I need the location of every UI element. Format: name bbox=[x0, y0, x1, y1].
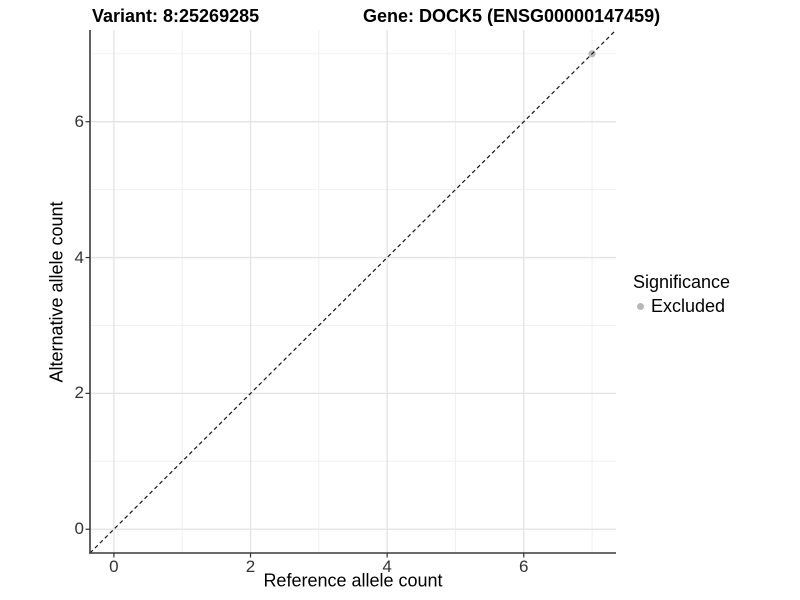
x-tick-label: 2 bbox=[245, 557, 256, 576]
identity-dashed-line bbox=[89, 29, 617, 554]
plot-title-gene: Gene: DOCK5 (ENSG00000147459) bbox=[363, 6, 661, 26]
legend: Significance Excluded bbox=[633, 272, 730, 317]
x-tick-label: 4 bbox=[382, 557, 392, 576]
legend-title: Significance bbox=[633, 272, 731, 292]
x-tick-label: 6 bbox=[519, 557, 529, 576]
y-axis-title: Alternative allele count bbox=[46, 201, 67, 383]
legend-key-dot-icon bbox=[633, 300, 647, 314]
x-axis-title: Reference allele count bbox=[263, 570, 443, 591]
legend-entry-label: Excluded bbox=[651, 296, 726, 316]
y-tick-label: 4 bbox=[74, 247, 84, 267]
x-tick-label: 0 bbox=[109, 557, 119, 576]
y-tick-label: 0 bbox=[74, 519, 84, 539]
y-tick-label: 2 bbox=[74, 383, 84, 403]
y-tick-label: 6 bbox=[74, 111, 84, 131]
legend-entry-excluded: Excluded bbox=[633, 296, 730, 317]
plot-title-variant: Variant: 8:25269285 bbox=[92, 6, 260, 26]
